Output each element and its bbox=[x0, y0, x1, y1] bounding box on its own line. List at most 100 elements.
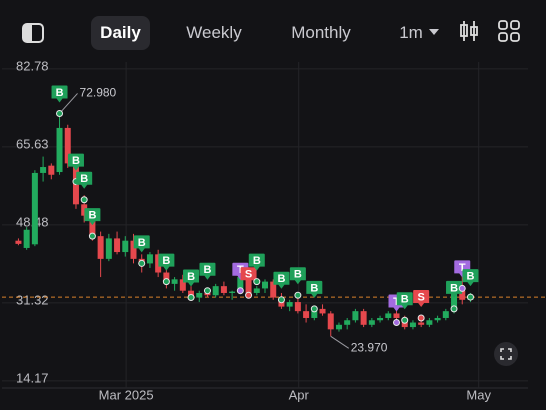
fullscreen-button[interactable] bbox=[494, 342, 518, 366]
marker-pin bbox=[289, 267, 306, 285]
candle-body bbox=[23, 229, 30, 248]
trade-marker[interactable]: B bbox=[289, 267, 306, 285]
candle-body bbox=[40, 167, 47, 173]
x-tick-label: Mar 2025 bbox=[99, 387, 154, 402]
trade-marker[interactable]: S bbox=[413, 289, 430, 307]
marker-pin bbox=[446, 280, 463, 298]
trade-marker[interactable]: B bbox=[248, 253, 265, 271]
trade-marker[interactable]: S bbox=[240, 267, 257, 285]
tab-weekly[interactable]: Weekly bbox=[186, 23, 242, 42]
annotation-label: 72.980 bbox=[80, 86, 117, 100]
sidebar-icon[interactable] bbox=[22, 23, 44, 43]
trade-marker[interactable]: B bbox=[273, 271, 290, 289]
marker-pin bbox=[183, 269, 200, 287]
candle-body bbox=[409, 322, 416, 328]
dropdown-caret[interactable] bbox=[429, 28, 439, 36]
trade-point bbox=[80, 196, 88, 204]
marker-pin bbox=[462, 269, 479, 287]
trade-point bbox=[401, 316, 409, 324]
marker-label: B bbox=[187, 271, 195, 283]
candle-body bbox=[146, 254, 153, 264]
trade-point bbox=[56, 109, 64, 117]
trade-marker[interactable]: B bbox=[306, 280, 323, 298]
marker-label: B bbox=[162, 255, 170, 267]
candle-body bbox=[385, 313, 392, 318]
candle-body bbox=[459, 290, 466, 300]
candle-body bbox=[130, 240, 137, 259]
trade-point bbox=[236, 287, 244, 295]
trade-marker[interactable]: B bbox=[76, 171, 93, 189]
candle-body bbox=[81, 204, 88, 216]
marker-label: B bbox=[310, 282, 318, 294]
marker-label: B bbox=[203, 264, 211, 276]
candle-body bbox=[360, 311, 367, 325]
candle-icon[interactable] bbox=[459, 20, 479, 42]
trade-marker[interactable]: B bbox=[133, 235, 150, 253]
marker-label: S bbox=[245, 269, 252, 281]
candle-body bbox=[377, 317, 384, 321]
candle-body bbox=[434, 317, 441, 321]
trade-marker[interactable]: B bbox=[199, 262, 216, 280]
candle-body bbox=[97, 236, 104, 259]
trade-point bbox=[417, 314, 425, 322]
tab-daily[interactable]: Daily bbox=[91, 16, 150, 50]
marker-label: B bbox=[56, 87, 64, 99]
candle-body bbox=[303, 311, 310, 318]
marker-label: B bbox=[138, 237, 146, 249]
trade-marker[interactable]: B bbox=[446, 280, 463, 298]
marker-pin bbox=[273, 271, 290, 289]
trade-marker[interactable]: B bbox=[462, 269, 479, 287]
marker-pin bbox=[240, 267, 257, 285]
marker-pin bbox=[306, 280, 323, 298]
marker-pin bbox=[67, 153, 84, 171]
trade-marker[interactable]: B bbox=[51, 85, 68, 103]
candle-body bbox=[245, 277, 252, 293]
candle-body bbox=[196, 292, 203, 298]
annotation-leader bbox=[330, 335, 350, 349]
candle-body bbox=[262, 281, 268, 289]
marker-label: B bbox=[466, 270, 474, 282]
tab-monthly[interactable]: Monthly bbox=[291, 23, 351, 42]
marker-pin bbox=[76, 171, 93, 189]
y-tick-label: 31.32 bbox=[16, 292, 49, 307]
marker-label: T bbox=[237, 264, 244, 276]
trade-marker[interactable]: B bbox=[396, 292, 413, 310]
marker-pin bbox=[396, 292, 413, 310]
candle-body bbox=[171, 279, 178, 284]
interval[interactable]: 1m bbox=[399, 23, 423, 42]
trade-point bbox=[138, 259, 146, 267]
trade-marker[interactable]: B bbox=[84, 208, 101, 226]
candle-body bbox=[393, 313, 400, 318]
candle-body bbox=[122, 240, 129, 253]
candle-body bbox=[335, 324, 342, 330]
candle-body bbox=[212, 286, 219, 296]
trade-marker[interactable]: B bbox=[67, 153, 84, 171]
x-tick-label: Apr bbox=[289, 387, 310, 402]
marker-pin bbox=[133, 235, 150, 253]
marker-label: B bbox=[80, 173, 88, 185]
y-tick-label: 14.17 bbox=[16, 370, 49, 385]
trade-point bbox=[458, 284, 466, 292]
candle-body bbox=[179, 279, 186, 291]
trade-point bbox=[466, 293, 474, 301]
annotation-leader bbox=[59, 93, 78, 114]
candle-body bbox=[442, 311, 449, 318]
trade-marker[interactable]: B bbox=[183, 269, 200, 287]
grid-icon[interactable] bbox=[498, 20, 520, 42]
trade-marker[interactable]: B bbox=[158, 253, 175, 271]
trade-point bbox=[88, 232, 96, 240]
trade-point bbox=[245, 291, 253, 299]
marker-label: S bbox=[417, 291, 424, 303]
candle-body bbox=[89, 215, 96, 237]
annotation-label: 23.970 bbox=[351, 340, 388, 354]
trade-point bbox=[187, 294, 195, 302]
candle-body bbox=[15, 240, 22, 244]
candle-body bbox=[319, 308, 326, 314]
x-tick-label: May bbox=[466, 387, 491, 402]
y-tick-label: 65.63 bbox=[16, 136, 49, 151]
marker-label: T bbox=[393, 296, 400, 308]
candle-body bbox=[294, 302, 301, 312]
marker-label: T bbox=[459, 262, 466, 274]
marker-pin bbox=[199, 262, 216, 280]
